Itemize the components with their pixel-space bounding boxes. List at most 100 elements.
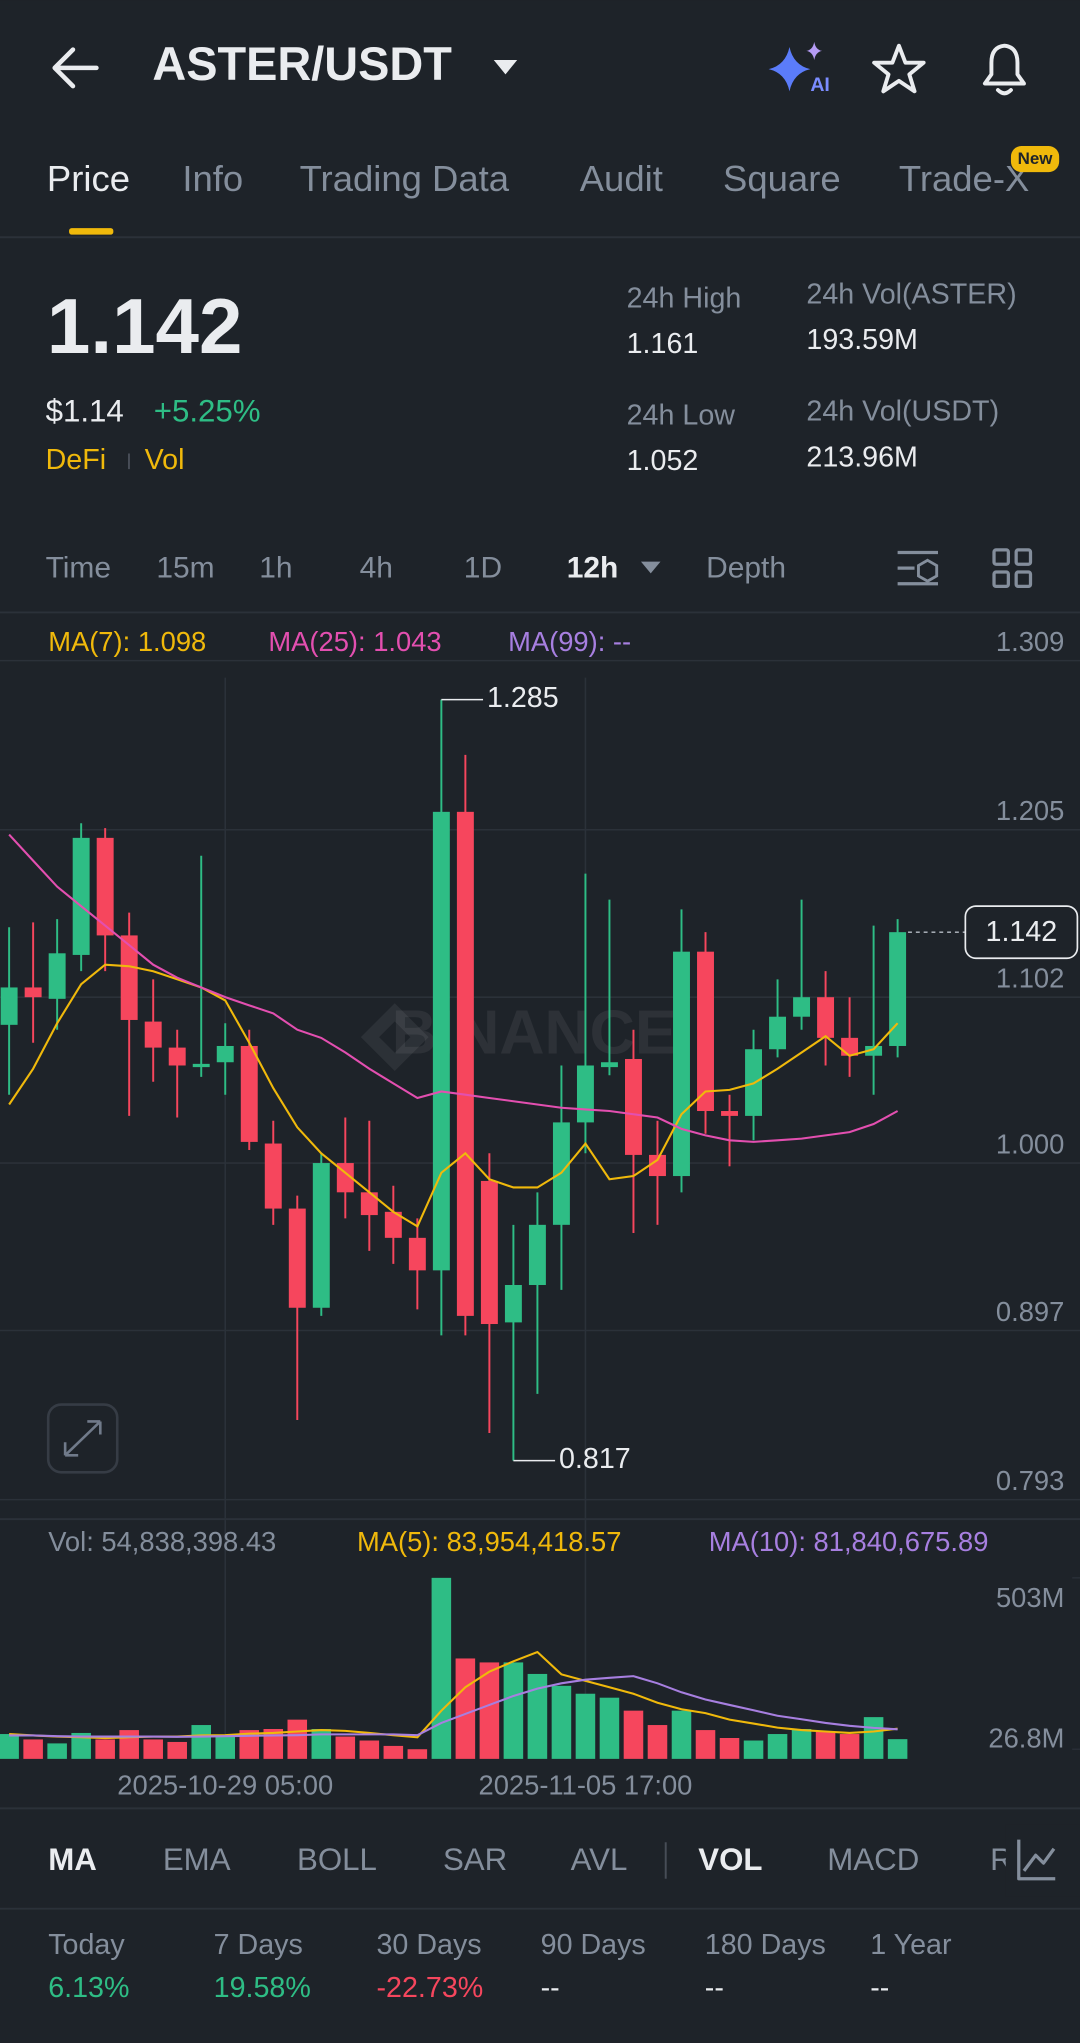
volume-bar bbox=[455, 1658, 476, 1759]
indicator-option[interactable]: BOLL bbox=[297, 1842, 377, 1877]
performance-period: 90 Days bbox=[541, 1929, 646, 1961]
back-button[interactable] bbox=[52, 47, 99, 89]
performance-value: -- bbox=[870, 1972, 889, 2004]
candle-body bbox=[624, 1058, 642, 1155]
timeframe-option[interactable]: Depth bbox=[706, 551, 786, 584]
candle-body bbox=[432, 811, 450, 1271]
tab[interactable]: Price bbox=[47, 158, 130, 199]
price-tag bbox=[964, 905, 1079, 960]
back-arrow-icon bbox=[52, 47, 99, 89]
timeframe-option[interactable]: 12h bbox=[567, 551, 619, 584]
volume-bar bbox=[143, 1739, 163, 1759]
volume-bar bbox=[239, 1730, 260, 1759]
timeframe-option[interactable]: 15m bbox=[156, 551, 214, 584]
indicator-option[interactable]: SAR bbox=[443, 1842, 507, 1877]
timeframe-option[interactable]: 1D bbox=[464, 551, 502, 584]
volume-bar bbox=[887, 1739, 908, 1759]
timeframe-bar: Time 15m 1h 4h 1D 12h Depth bbox=[46, 551, 786, 584]
candle-body bbox=[649, 1154, 666, 1177]
volume-bar bbox=[743, 1740, 764, 1759]
candle-body bbox=[841, 1037, 859, 1056]
stat-label: 24h Low bbox=[627, 400, 736, 432]
candle-body bbox=[384, 1211, 402, 1238]
candle-body bbox=[528, 1224, 546, 1285]
pair-title[interactable]: ASTER/USDT bbox=[152, 38, 452, 90]
volume-bar bbox=[311, 1729, 332, 1759]
timeframe-option[interactable]: 1h bbox=[259, 551, 292, 584]
new-badge bbox=[1010, 146, 1060, 173]
indicator-option[interactable]: AVL bbox=[571, 1842, 628, 1877]
price-change: +5.25% bbox=[154, 393, 261, 428]
notification-button[interactable] bbox=[982, 43, 1026, 96]
volume-bar bbox=[623, 1710, 644, 1759]
candle-body bbox=[96, 837, 114, 936]
volume-bar bbox=[431, 1577, 452, 1759]
ai-sparkle-small-icon bbox=[806, 41, 823, 61]
volume-bar bbox=[527, 1673, 548, 1759]
ai-label: AI bbox=[810, 74, 830, 96]
performance-period: 180 Days bbox=[705, 1929, 826, 1961]
candle-body bbox=[216, 1045, 234, 1063]
performance-period: Today bbox=[48, 1929, 125, 1961]
expand-button[interactable] bbox=[46, 1403, 119, 1474]
candle-body bbox=[889, 932, 907, 1046]
tag[interactable]: Vol bbox=[145, 444, 185, 476]
usd-price: $1.14 bbox=[46, 393, 124, 428]
bell-clapper-icon bbox=[995, 88, 1013, 96]
stat-value: 193.59M bbox=[806, 324, 918, 356]
tab[interactable]: Trading Data bbox=[300, 158, 510, 199]
price-tag-label: 1.142 bbox=[986, 916, 1058, 948]
indicator-option[interactable]: MA bbox=[48, 1842, 97, 1877]
indicator-settings-icon[interactable] bbox=[1017, 1839, 1056, 1881]
candle-body bbox=[240, 1045, 258, 1142]
layout-icon bbox=[1014, 570, 1033, 589]
settings-icon bbox=[897, 550, 938, 586]
tab-bar: Price Info Trading Data Audit Square Trade-X bbox=[47, 158, 1029, 199]
candle-body bbox=[0, 987, 18, 1025]
performance-value: -- bbox=[541, 1972, 560, 2004]
favorite-star-icon[interactable] bbox=[872, 43, 926, 94]
timeframe-dropdown-icon[interactable] bbox=[640, 561, 661, 574]
candle-body bbox=[48, 953, 66, 999]
tag[interactable]: DeFi bbox=[46, 444, 107, 476]
pair-dropdown-icon[interactable] bbox=[493, 60, 518, 75]
tab[interactable]: Square bbox=[723, 158, 841, 199]
volume-bar bbox=[407, 1749, 428, 1759]
layout-icon bbox=[1014, 548, 1033, 566]
low-annotation: 0.817 bbox=[559, 1443, 631, 1475]
chart-settings-button[interactable] bbox=[897, 550, 939, 586]
volume-bar bbox=[167, 1741, 187, 1759]
layout-button[interactable] bbox=[992, 548, 1033, 589]
indicator-option[interactable]: VOL bbox=[698, 1842, 762, 1877]
volume-bar bbox=[671, 1710, 692, 1759]
volume-bar bbox=[791, 1729, 812, 1759]
candle-body bbox=[192, 1063, 210, 1068]
settings-hex-icon bbox=[917, 558, 939, 583]
performance-value: -- bbox=[705, 1972, 724, 2004]
tab[interactable]: Audit bbox=[580, 158, 663, 199]
y-tick-label: 1.205 bbox=[996, 795, 1064, 826]
y-tick-label: 1.000 bbox=[996, 1128, 1064, 1159]
legend-entry: MA(7): 1.098 bbox=[48, 626, 206, 657]
candle-body bbox=[504, 1284, 522, 1323]
volume-bar bbox=[383, 1745, 404, 1759]
timeframe-option[interactable]: Time bbox=[46, 551, 111, 584]
performance-value: -22.73% bbox=[377, 1972, 484, 2004]
volume-bar bbox=[599, 1697, 620, 1759]
indicator-option[interactable]: MACD bbox=[827, 1842, 919, 1877]
candle-body bbox=[168, 1047, 186, 1066]
tab[interactable]: Trade-X bbox=[899, 158, 1029, 199]
stat-value: 213.96M bbox=[806, 441, 918, 473]
layout-icon bbox=[992, 548, 1010, 566]
candle-body bbox=[793, 997, 811, 1017]
tab[interactable]: Info bbox=[182, 158, 243, 199]
candle-body bbox=[120, 935, 138, 1020]
last-price: 1.142 bbox=[47, 282, 243, 370]
ai-button[interactable]: AI bbox=[768, 41, 830, 96]
timeframe-option[interactable]: 4h bbox=[360, 551, 393, 584]
stat-label: 24h High bbox=[627, 282, 742, 314]
volume-bar bbox=[719, 1737, 740, 1759]
expand-icon bbox=[63, 1420, 102, 1457]
indicator-option[interactable]: EMA bbox=[163, 1842, 231, 1877]
